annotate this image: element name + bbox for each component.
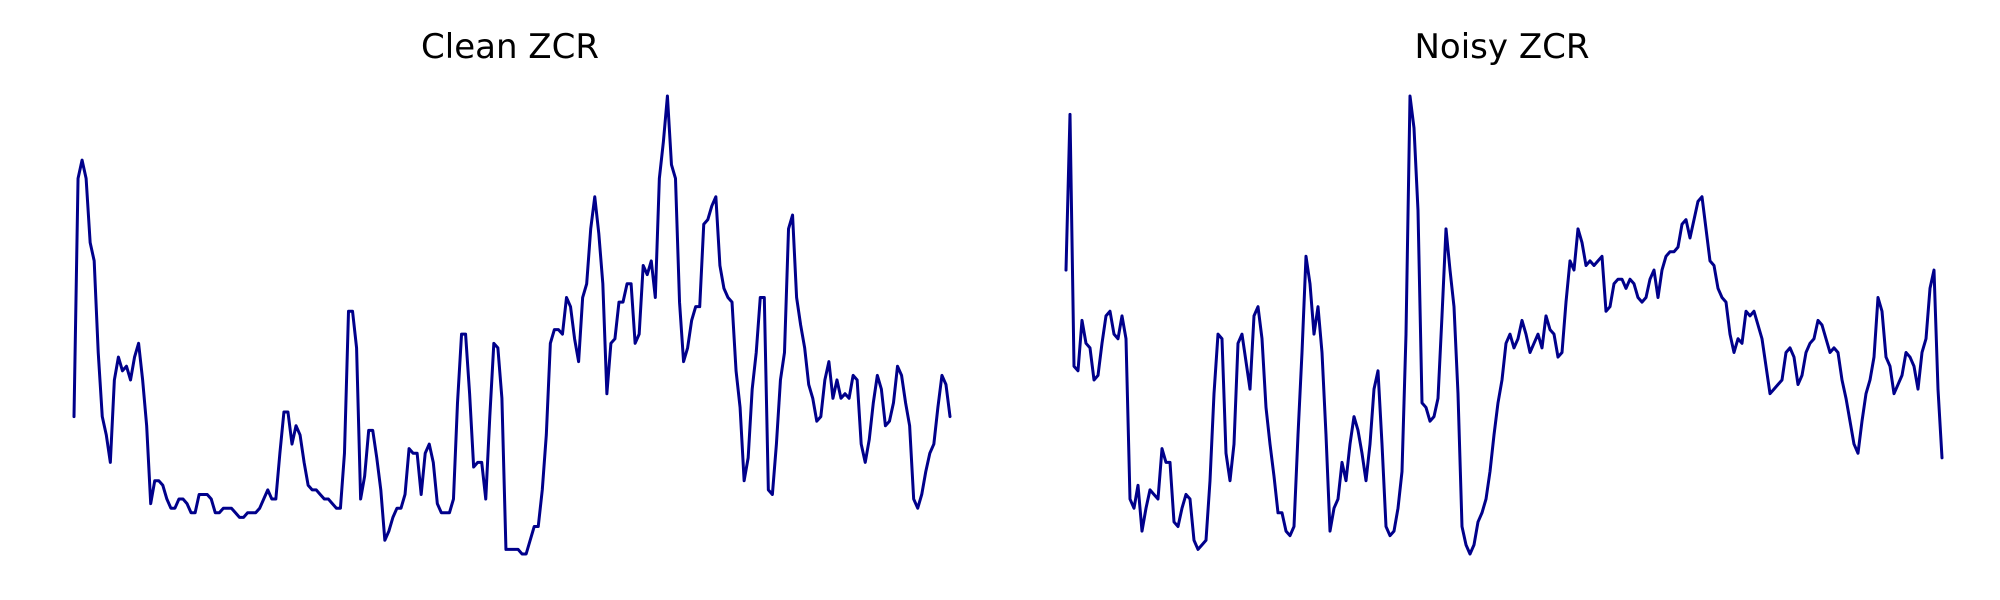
noisy-zcr-chart-title: Noisy ZCR (1415, 27, 1590, 67)
noisy-zcr-chart: Noisy ZCR (1064, 27, 1944, 556)
noisy-zcr-plot-area (1064, 94, 1944, 556)
clean-zcr-chart-title: Clean ZCR (421, 27, 599, 67)
clean-zcr-line (72, 94, 952, 556)
clean-zcr-chart: Clean ZCR (72, 27, 952, 556)
noisy-zcr-line (1064, 94, 1944, 556)
clean-zcr-plot-area (72, 94, 952, 556)
